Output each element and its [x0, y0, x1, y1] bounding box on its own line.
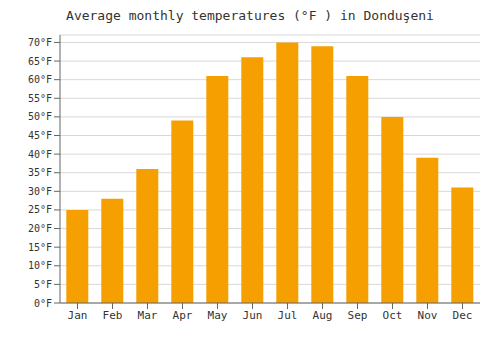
- svg-text:40°F: 40°F: [28, 149, 52, 160]
- svg-text:Mar: Mar: [138, 309, 158, 322]
- svg-text:35°F: 35°F: [28, 167, 52, 178]
- svg-text:0°F: 0°F: [34, 298, 52, 309]
- svg-text:25°F: 25°F: [28, 204, 52, 215]
- svg-text:Jun: Jun: [243, 309, 263, 322]
- svg-text:30°F: 30°F: [28, 186, 52, 197]
- svg-text:45°F: 45°F: [28, 130, 52, 141]
- svg-text:Oct: Oct: [383, 309, 403, 322]
- svg-text:Aug: Aug: [313, 309, 333, 322]
- svg-text:10°F: 10°F: [28, 260, 52, 271]
- svg-text:Feb: Feb: [103, 309, 123, 322]
- svg-text:Sep: Sep: [348, 309, 368, 322]
- svg-text:Jul: Jul: [278, 309, 298, 322]
- svg-text:65°F: 65°F: [28, 56, 52, 67]
- svg-text:Apr: Apr: [173, 309, 193, 322]
- svg-text:55°F: 55°F: [28, 93, 52, 104]
- svg-text:20°F: 20°F: [28, 223, 52, 234]
- svg-text:Nov: Nov: [418, 309, 438, 322]
- svg-text:15°F: 15°F: [28, 242, 52, 253]
- svg-text:50°F: 50°F: [28, 111, 52, 122]
- svg-text:May: May: [208, 309, 228, 322]
- svg-text:60°F: 60°F: [28, 74, 52, 85]
- svg-text:Dec: Dec: [453, 309, 473, 322]
- svg-text:5°F: 5°F: [34, 279, 52, 290]
- svg-text:Jan: Jan: [68, 309, 88, 322]
- svg-text:70°F: 70°F: [28, 37, 52, 48]
- html-text:Average monthly temperatures (: Average monthly temperatures (°F ) in Do…: [66, 8, 434, 23]
